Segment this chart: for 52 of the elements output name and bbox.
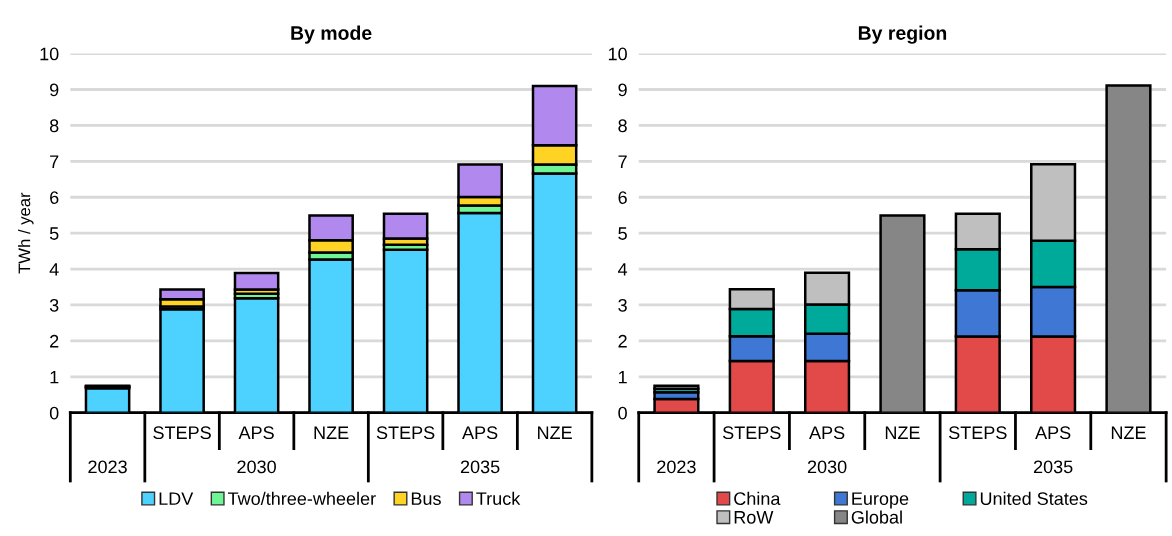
- y-tick-label: 5: [618, 227, 627, 240]
- y-tick-label: 6: [50, 191, 59, 204]
- y-tick-label: 9: [618, 83, 627, 97]
- x-tick-label: APS: [462, 426, 498, 440]
- text: 2030: [237, 460, 276, 474]
- y-tick-label: 10: [40, 47, 59, 61]
- text: 2030: [807, 460, 847, 474]
- legend-label: China: [734, 491, 781, 506]
- y-tick-label: 1: [50, 370, 59, 384]
- y-tick-label: 4: [49, 263, 59, 276]
- text: 2023: [657, 460, 696, 474]
- y-axis-title: TWh / year: [18, 192, 34, 274]
- y-tick-label: 5: [49, 227, 59, 240]
- y-tick-label: 9: [50, 83, 59, 97]
- y-tick-label: 0: [49, 406, 59, 420]
- y-tick-label: 8: [618, 119, 627, 133]
- x-tick-label: STEPS: [722, 426, 781, 440]
- y-tick-label: 6: [618, 191, 627, 204]
- text: 2035: [460, 460, 500, 474]
- y-tick-label: 10: [608, 47, 627, 61]
- x-tick-label: STEPS: [376, 426, 435, 440]
- chart-title: By region: [858, 25, 947, 44]
- x-tick-label: APS: [809, 426, 845, 440]
- y-tick-label: 2: [50, 334, 59, 348]
- text: 2023: [88, 460, 127, 474]
- x-tick-label: APS: [238, 426, 274, 440]
- text: 2035: [1033, 460, 1073, 474]
- y-tick-label: 3: [618, 298, 627, 312]
- x-tick-label: STEPS: [949, 426, 1007, 440]
- x-tick-label: NZE: [314, 426, 349, 439]
- x-tick-label: APS: [1035, 426, 1071, 440]
- y-tick-label: 7: [50, 155, 59, 168]
- y-tick-label: 4: [618, 263, 628, 276]
- legend-label: LDV: [159, 492, 194, 505]
- legend-label: Global: [851, 510, 902, 524]
- y-tick-label: 1: [618, 370, 627, 384]
- x-tick-label: STEPS: [153, 426, 211, 440]
- legend-label: United States: [980, 491, 1088, 506]
- legend-label: Truck: [476, 491, 521, 506]
- y-tick-label: 2: [618, 334, 627, 348]
- y-tick-label: 8: [49, 119, 59, 133]
- chart-title: By mode: [291, 25, 372, 44]
- legend-label: Bus: [411, 492, 441, 506]
- x-tick-label: NZE: [538, 426, 572, 439]
- y-tick-label: 0: [618, 406, 627, 420]
- legend-label: RoW: [734, 511, 774, 524]
- x-tick-label: NZE: [885, 426, 920, 439]
- y-tick-label: 3: [49, 298, 59, 312]
- legend-label: Two/three-wheeler: [227, 491, 376, 506]
- y-tick-label: 7: [618, 155, 627, 168]
- legend-label: Europe: [852, 492, 909, 509]
- x-tick-label: NZE: [1111, 426, 1146, 439]
